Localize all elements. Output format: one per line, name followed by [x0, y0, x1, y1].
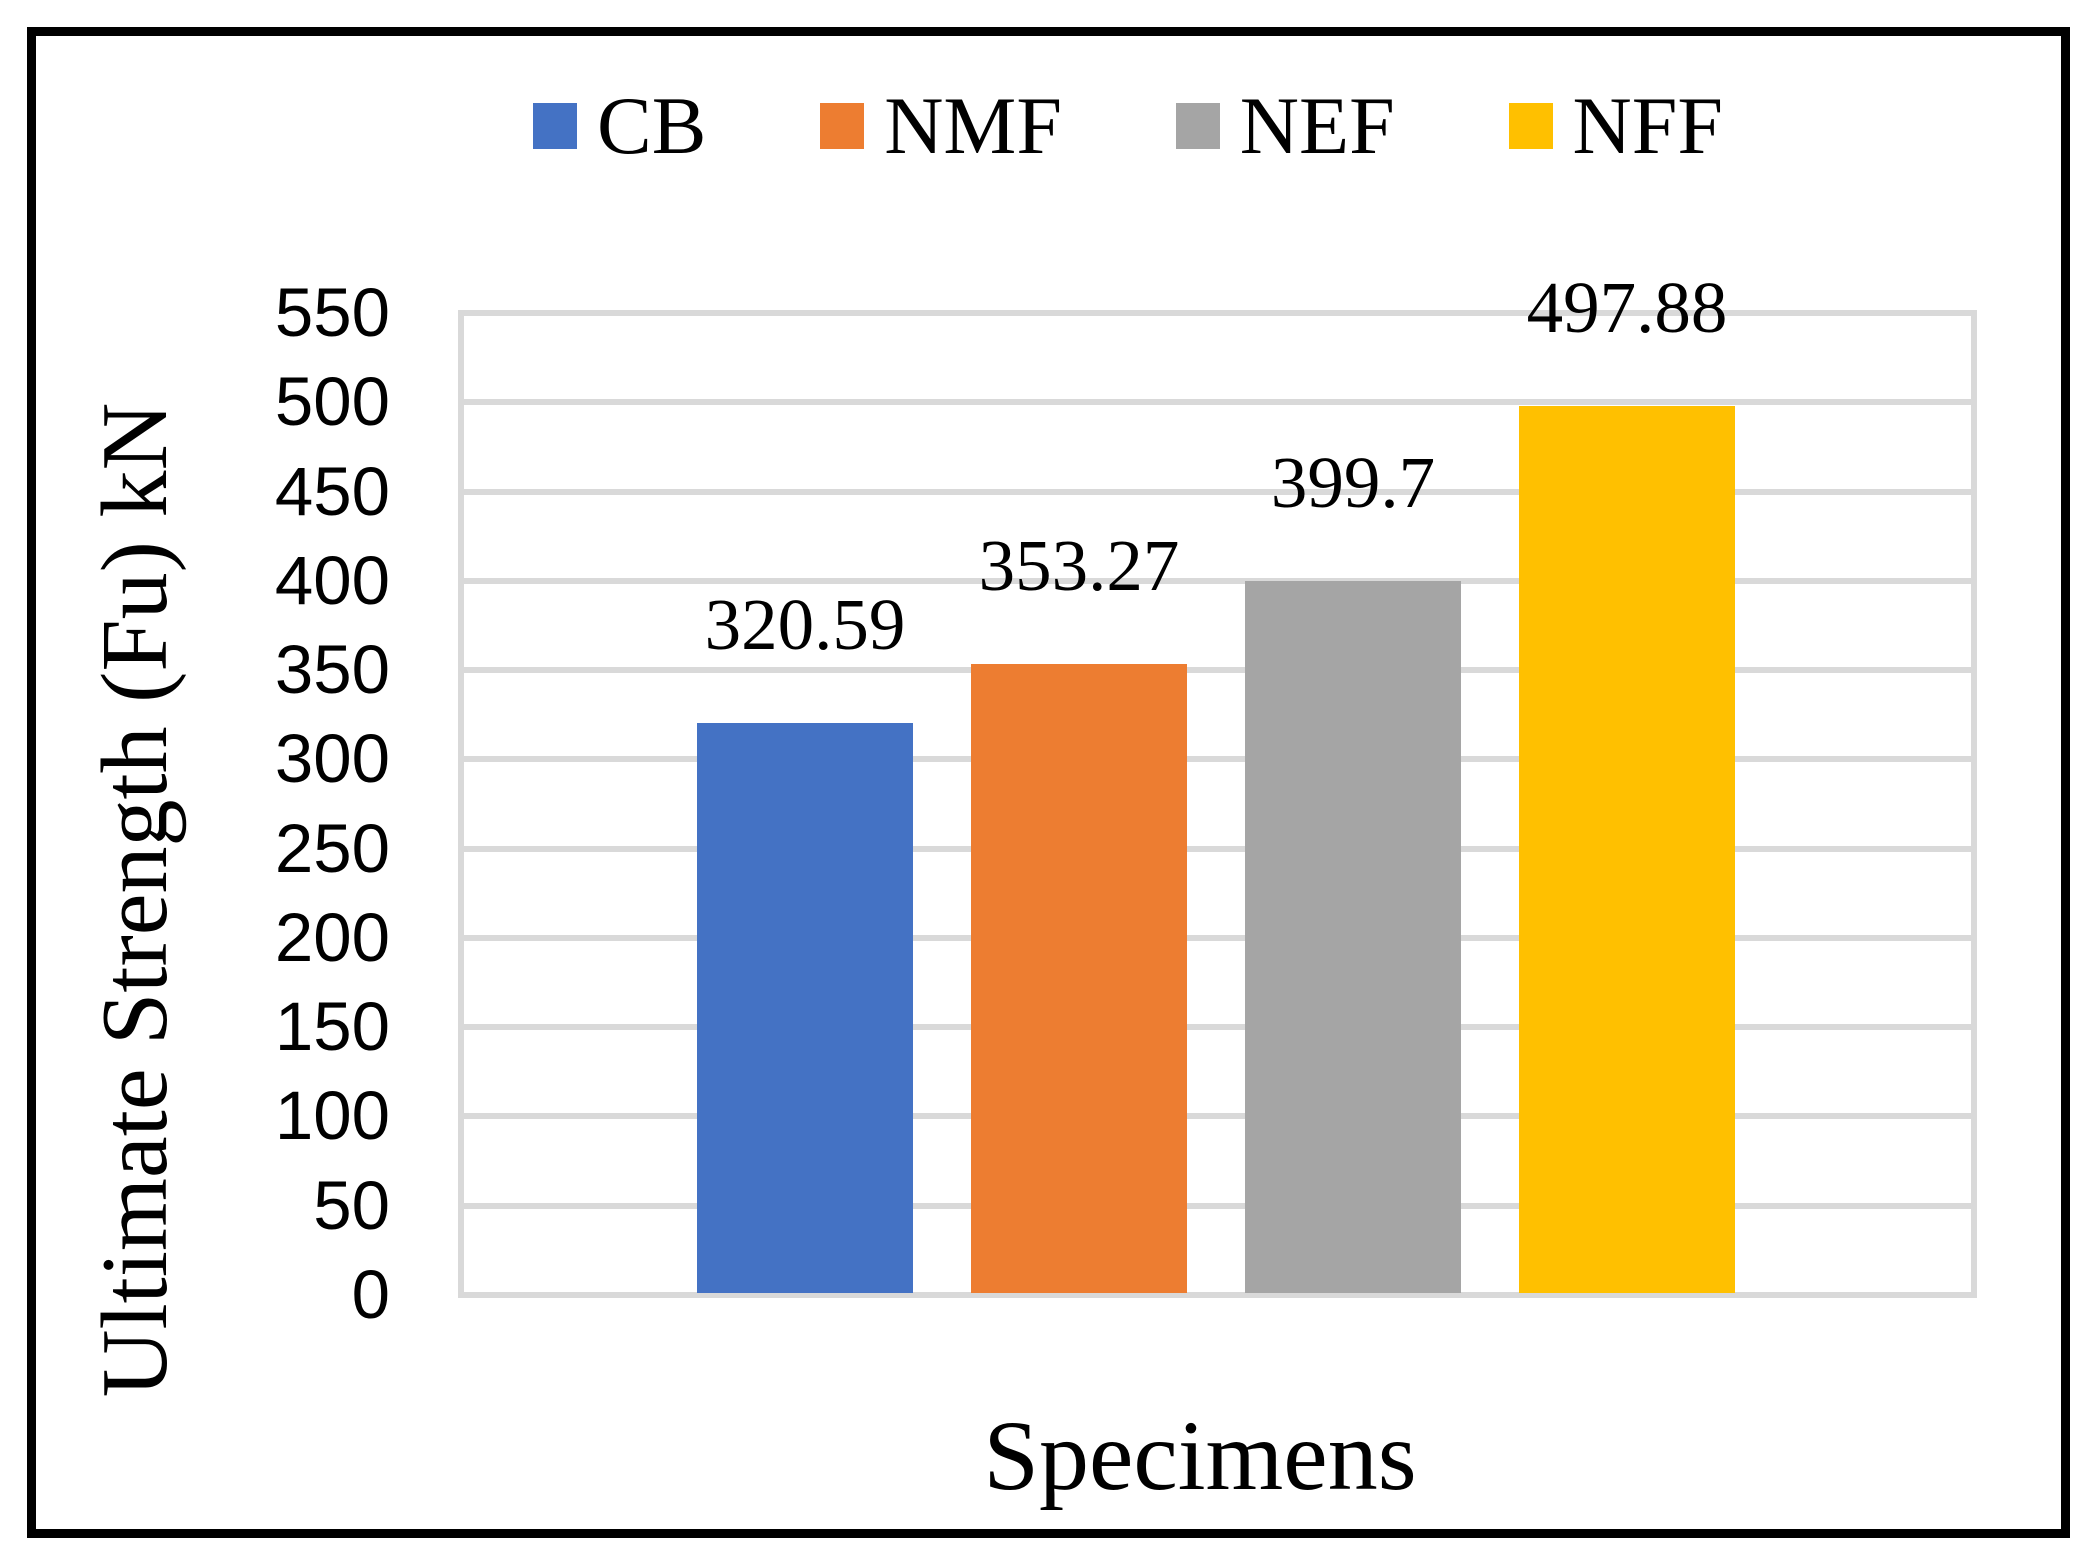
legend-label-nef: NEF: [1239, 80, 1395, 171]
bar-nef: [1245, 581, 1461, 1293]
y-tick-label-450: 450: [274, 453, 390, 530]
gridline-250: [461, 846, 1974, 852]
y-tick-label-350: 350: [274, 631, 390, 708]
y-tick-label-550: 550: [274, 274, 390, 351]
legend-marker-cb: [533, 103, 577, 149]
y-tick-label-100: 100: [274, 1077, 390, 1154]
x-axis-title: Specimens: [983, 1400, 1417, 1511]
legend-label-cb: CB: [597, 80, 707, 171]
y-tick-label-50: 50: [313, 1167, 390, 1244]
legend-item-cb: CB: [533, 85, 706, 167]
gridline-400: [461, 578, 1974, 584]
bar-value-label-nff: 497.88: [1526, 267, 1728, 348]
gridline-0: [461, 1292, 1974, 1298]
bar-value-label-nef: 399.7: [1270, 442, 1436, 523]
gridline-550: [461, 310, 1974, 316]
y-tick-label-250: 250: [274, 810, 390, 887]
gridline-300: [461, 756, 1974, 762]
y-axis-title: Ultimate Strength (Fu) kN: [83, 402, 187, 1398]
y-tick-label-500: 500: [274, 363, 390, 440]
bar-cb: [697, 723, 913, 1293]
legend-label-nmf: NMF: [884, 80, 1062, 171]
legend-marker-nef: [1175, 103, 1220, 149]
bar-nmf: [971, 664, 1187, 1293]
bar-value-label-nmf: 353.27: [978, 525, 1180, 606]
bar-nff: [1519, 406, 1735, 1293]
gridline-200: [461, 935, 1974, 941]
legend-marker-nmf: [820, 103, 865, 149]
legend-label-nff: NFF: [1572, 80, 1723, 171]
legend-item-nef: NEF: [1175, 80, 1395, 171]
chart-border-frame: [27, 27, 2070, 1538]
y-tick-label-0: 0: [351, 1256, 390, 1333]
y-tick-label-400: 400: [274, 542, 390, 619]
gridline-450: [461, 489, 1974, 495]
legend-item-nff: NFF: [1508, 80, 1723, 171]
y-tick-label-150: 150: [274, 988, 390, 1065]
y-axis-line: [458, 310, 464, 1298]
bar-value-label-cb: 320.59: [704, 584, 906, 665]
plot-right-border: [1971, 310, 1977, 1298]
y-tick-label-300: 300: [274, 720, 390, 797]
legend-item-nmf: NMF: [820, 85, 1062, 167]
gridline-350: [461, 667, 1974, 673]
legend: CB NMF NEF NFF: [533, 78, 1723, 174]
gridline-500: [461, 399, 1974, 405]
y-tick-label-200: 200: [274, 899, 390, 976]
gridline-50: [461, 1203, 1974, 1209]
gridline-100: [461, 1113, 1974, 1119]
legend-marker-nff: [1508, 103, 1553, 149]
gridline-150: [461, 1024, 1974, 1030]
